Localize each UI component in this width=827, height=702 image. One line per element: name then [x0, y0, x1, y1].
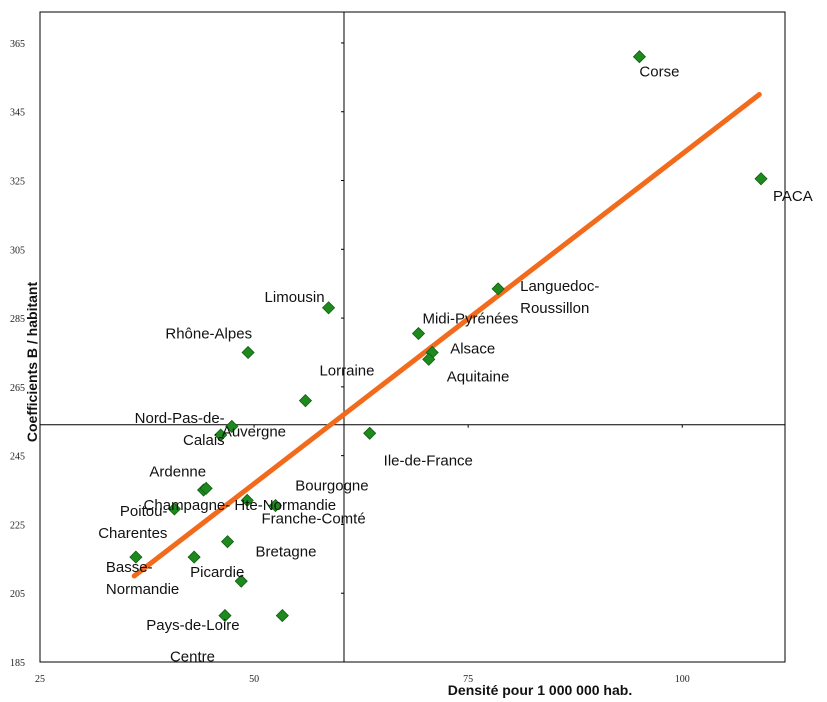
data-point [411, 326, 426, 341]
point-label: Rhône-Alpes [165, 325, 252, 342]
point-label-line: Alsace [450, 340, 495, 357]
y-tick-label: 365 [10, 39, 25, 50]
point-label-line: Champagne- Hte-Normandie [144, 497, 337, 514]
point-label-line: Nord-Pas-de- [135, 410, 225, 427]
point-label-line: Auvergne [222, 423, 286, 440]
data-point [268, 498, 283, 513]
point-label-line: Lorraine [319, 363, 374, 380]
point-label-line: Poitou- [120, 503, 168, 520]
point-label: Auvergne [222, 423, 286, 440]
point-label-line: Bourgogne [295, 477, 368, 494]
point-label: Ardenne [149, 463, 206, 480]
x-tick-label: 100 [675, 674, 690, 685]
data-point [214, 428, 228, 442]
point-label: Picardie [190, 564, 244, 581]
point-label: Midi-Pyrénées [422, 311, 518, 328]
x-tick-label: 50 [249, 674, 259, 685]
point-label: Languedoc- Roussillon [520, 278, 599, 317]
point-label-line: Picardie [190, 564, 244, 581]
data-point [220, 535, 235, 549]
y-axis-ticks: 185 205 225 245 265 285 305 325 345 365 [10, 39, 344, 669]
data-point [754, 172, 768, 186]
data-point [298, 394, 313, 408]
data-point [422, 352, 436, 366]
x-axis-title: Densité pour 1 000 000 hab. [448, 682, 632, 698]
y-tick-label: 305 [10, 245, 25, 256]
x-axis-ticks: 25 50 75 100 [35, 424, 690, 685]
reference-lines [40, 12, 785, 662]
point-label-line: Roussillon [520, 300, 589, 317]
point-label-line: Limousin [265, 289, 325, 306]
point-label-line: Normandie [106, 581, 179, 598]
data-point [225, 419, 239, 433]
data-point [234, 574, 248, 588]
point-label-line: Basse- [106, 559, 153, 576]
data-points [129, 50, 768, 623]
y-tick-label: 245 [10, 452, 25, 463]
y-tick-label: 345 [10, 108, 25, 119]
point-label-line: Pays-de-Loire [146, 617, 239, 634]
point-label-line: Languedoc- [520, 278, 599, 295]
point-label-line: Ile-de-France [384, 452, 473, 469]
data-point [240, 493, 254, 507]
point-label: Alsace [450, 340, 495, 357]
point-label: Lorraine [319, 363, 374, 380]
point-label: Aquitaine [447, 368, 510, 385]
data-point [218, 609, 232, 623]
point-label: Champagne- Hte-Normandie [144, 497, 337, 514]
data-point [241, 345, 255, 360]
data-point [363, 426, 377, 440]
data-point [491, 282, 505, 296]
point-label: Limousin [265, 289, 325, 306]
y-tick-label: 325 [10, 177, 25, 188]
data-point [187, 550, 201, 564]
trendline-group [131, 92, 762, 579]
x-tick-label: 75 [463, 674, 473, 685]
point-label: Poitou- Charentes [98, 503, 167, 542]
y-tick-label: 205 [10, 589, 25, 600]
point-label: PACA [773, 188, 813, 205]
point-label-line: Calais [183, 432, 225, 449]
point-label-line: Franche-Comté [261, 511, 365, 528]
data-point [199, 481, 213, 495]
point-label-line: Corse [639, 64, 679, 81]
point-label-line: Bretagne [256, 544, 317, 561]
y-tick-label: 225 [10, 520, 25, 531]
point-label: Franche-Comté [261, 511, 365, 528]
y-tick-label: 265 [10, 383, 25, 394]
point-label-line: Centre [170, 649, 215, 666]
point-label: Basse- Normandie [106, 559, 179, 598]
point-label: Nord-Pas-de- Calais [135, 410, 225, 449]
point-label-line: Ardenne [149, 463, 206, 480]
point-label-line: Rhône-Alpes [165, 325, 252, 342]
trendline [131, 92, 762, 579]
data-point [129, 550, 143, 564]
y-axis-title: Coefficients B / habitant [24, 282, 40, 443]
point-label: Ile-de-France [384, 452, 473, 469]
data-point [275, 609, 289, 623]
point-label: Bretagne [256, 544, 317, 561]
data-point [322, 301, 336, 315]
point-label: Bourgogne [295, 477, 368, 494]
point-label-line: Midi-Pyrénées [422, 311, 518, 328]
point-labels: Corse PACA Languedoc- RoussillonMidi-Pyréné… [98, 64, 813, 666]
point-label-line: Charentes [98, 525, 167, 542]
point-label: Corse [639, 64, 679, 81]
x-tick-label: 25 [35, 674, 45, 685]
point-label-line: Aquitaine [447, 368, 510, 385]
y-tick-label: 185 [10, 658, 25, 669]
y-tick-label: 285 [10, 314, 25, 325]
point-label: Centre [170, 649, 215, 666]
point-label: Pays-de-Loire [146, 617, 239, 634]
data-point [167, 502, 182, 516]
data-point [632, 50, 646, 64]
point-label-line: PACA [773, 188, 813, 205]
